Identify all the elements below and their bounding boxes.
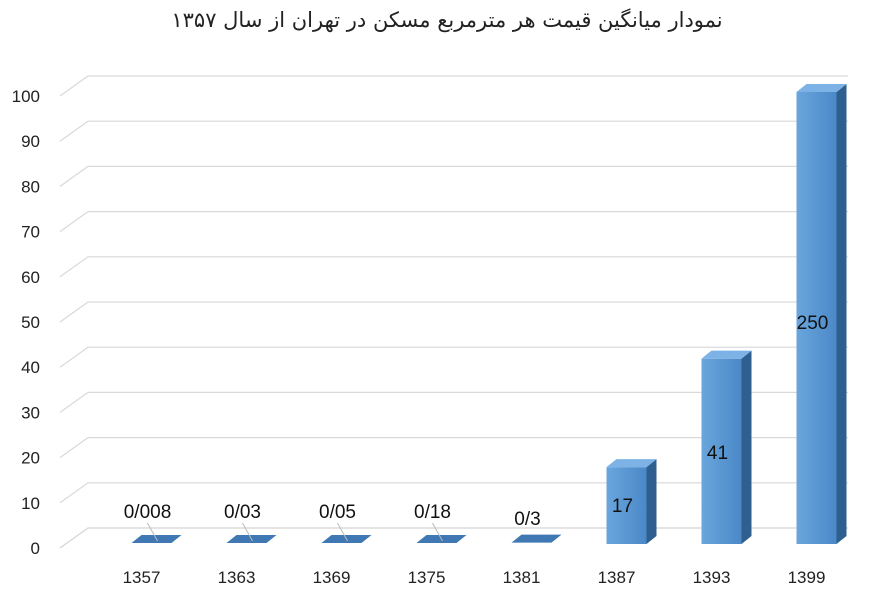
x-tick-label: 1399 bbox=[788, 568, 826, 587]
gridline bbox=[59, 75, 848, 97]
data-label: 0/03 bbox=[224, 502, 261, 523]
y-tick-label: 90 bbox=[21, 132, 40, 151]
x-tick-label: 1369 bbox=[313, 568, 351, 587]
y-tick-label: 0 bbox=[31, 539, 40, 558]
bar-side bbox=[741, 350, 752, 544]
data-label: 0/18 bbox=[414, 502, 451, 523]
y-tick-label: 100 bbox=[12, 87, 40, 106]
bar-front bbox=[606, 467, 647, 544]
label-leader-line bbox=[147, 522, 158, 542]
y-tick-label: 50 bbox=[21, 313, 40, 332]
y-tick-label: 20 bbox=[21, 449, 40, 468]
bar-top bbox=[796, 84, 847, 92]
bar bbox=[511, 534, 562, 543]
bar bbox=[701, 350, 752, 544]
data-label: 0/008 bbox=[124, 502, 172, 523]
gridline bbox=[59, 120, 848, 142]
bar bbox=[796, 84, 847, 544]
y-tick-label: 30 bbox=[21, 403, 40, 422]
gridline bbox=[59, 346, 848, 368]
y-tick-label: 60 bbox=[21, 268, 40, 287]
bar-front bbox=[701, 358, 742, 544]
floor-line bbox=[59, 527, 848, 549]
gridline bbox=[59, 211, 848, 233]
bar-side bbox=[836, 84, 847, 544]
bars bbox=[131, 84, 847, 544]
bar-top bbox=[606, 459, 657, 468]
data-label: 0/05 bbox=[319, 502, 356, 523]
x-tick-label: 1387 bbox=[598, 568, 636, 587]
data-label: 41 bbox=[707, 443, 728, 464]
bar-top bbox=[511, 534, 562, 543]
bar-side bbox=[646, 459, 657, 544]
x-axis: 1357 1363 1369 1375 1381 1387 1393 1399 bbox=[123, 568, 826, 587]
data-label: 250 bbox=[797, 313, 829, 334]
y-tick-label: 10 bbox=[21, 494, 40, 513]
grid-lines bbox=[59, 75, 848, 549]
label-leader-line bbox=[432, 522, 443, 542]
x-tick-label: 1357 bbox=[123, 568, 161, 587]
data-labels: 0/008 0/03 0/05 0/18 0/3 17 41 250 bbox=[124, 313, 829, 542]
bar bbox=[606, 459, 657, 544]
x-tick-label: 1393 bbox=[693, 568, 731, 587]
x-tick-label: 1381 bbox=[503, 568, 541, 587]
gridline bbox=[59, 391, 848, 413]
y-tick-label: 80 bbox=[21, 177, 40, 196]
label-leader-line bbox=[337, 522, 348, 542]
gridline bbox=[59, 256, 848, 278]
data-label: 17 bbox=[612, 496, 633, 517]
gridline bbox=[59, 301, 848, 323]
gridline bbox=[59, 165, 848, 187]
y-axis: 0 10 20 30 40 50 60 70 80 90 100 bbox=[12, 87, 40, 558]
x-tick-label: 1363 bbox=[218, 568, 256, 587]
chart-title: نمودار میانگین قیمت هر مترمربع مسکن در ت… bbox=[171, 8, 723, 32]
label-leader-line bbox=[242, 522, 253, 542]
bar-top bbox=[701, 350, 752, 359]
bar-front bbox=[796, 92, 837, 544]
gridline bbox=[59, 437, 848, 459]
data-label: 0/3 bbox=[514, 509, 540, 530]
y-tick-label: 70 bbox=[21, 223, 40, 242]
gridline bbox=[59, 482, 848, 504]
y-tick-label: 40 bbox=[21, 358, 40, 377]
x-tick-label: 1375 bbox=[408, 568, 446, 587]
